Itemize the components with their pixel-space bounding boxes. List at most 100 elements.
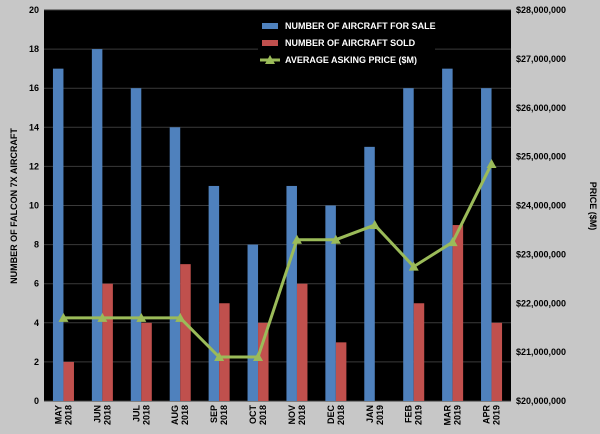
x-tick-label: APR2019: [482, 405, 502, 426]
legend-label: AVERAGE ASKING PRICE ($M): [285, 55, 417, 65]
bar: [481, 88, 492, 401]
x-tick-label: NOV2018: [287, 405, 307, 425]
bar: [452, 225, 464, 401]
bar: [141, 322, 152, 401]
legend-box: [258, 18, 435, 68]
y-tick-label: 20: [29, 5, 39, 15]
bar: [52, 68, 64, 402]
bar: [325, 205, 336, 401]
bar: [335, 342, 347, 401]
left-axis-ticks: 0 2 4 6 8 10 12 14 16 18 20: [29, 5, 39, 406]
bar: [247, 244, 259, 401]
legend-swatch: [262, 23, 278, 29]
x-tick-year: 2019: [414, 405, 424, 425]
x-tick-label: JUL2018: [131, 405, 151, 426]
point-marker: [97, 312, 108, 322]
bar: [219, 303, 230, 401]
y-tick-label: 6: [34, 279, 39, 289]
bar: [180, 264, 191, 401]
point-marker: [291, 234, 302, 244]
y-tick-label: 0: [34, 396, 39, 406]
bar: [491, 322, 503, 401]
x-tick-label: AUG2018: [170, 405, 190, 425]
bar: [130, 88, 142, 401]
x-tick-year: 2018: [219, 405, 229, 425]
x-tick-month: JUL: [131, 405, 141, 423]
bar: [364, 146, 375, 401]
x-tick-label: MAY2018: [53, 405, 73, 425]
x-tick-year: 2018: [180, 405, 190, 425]
legend-marker: [265, 55, 275, 64]
point-marker: [175, 312, 186, 322]
y2-tick-label: $21,000,000: [516, 347, 566, 357]
y-tick-label: 2: [34, 357, 39, 367]
x-tick-year: 2018: [102, 405, 112, 425]
y2-tick-label: $24,000,000: [516, 201, 566, 211]
bar: [169, 127, 181, 402]
x-tick-label: JUN2018: [92, 405, 112, 425]
bar: [63, 361, 74, 401]
y2-tick-label: $27,000,000: [516, 54, 566, 64]
x-tick-month: JUN: [92, 405, 102, 423]
point-marker: [58, 312, 69, 322]
bar: [91, 49, 103, 401]
point-marker: [253, 352, 264, 362]
x-tick-month: OCT: [248, 405, 258, 425]
point-marker: [447, 237, 458, 247]
legend-label: NUMBER OF AIRCRAFT SOLD: [285, 38, 416, 48]
x-tick-year: 2019: [453, 405, 463, 425]
x-tick-year: 2019: [375, 405, 385, 425]
x-tick-year: 2018: [336, 405, 346, 425]
y-tick-label: 12: [29, 161, 39, 171]
bar: [258, 322, 269, 401]
y2-tick-label: $20,000,000: [516, 396, 566, 406]
legend-label: NUMBER OF AIRCRAFT FOR SALE: [285, 21, 436, 31]
x-tick-month: APR: [482, 405, 492, 425]
point-marker: [330, 234, 341, 244]
x-tick-month: DEC: [326, 405, 336, 425]
bar: [102, 283, 113, 401]
x-tick-label: SEP2018: [209, 405, 229, 425]
x-tick-month: JAN: [365, 405, 375, 423]
y2-tick-label: $25,000,000: [516, 152, 566, 162]
x-tick-month: AUG: [170, 405, 180, 425]
bar: [286, 185, 297, 401]
x-tick-year: 2019: [492, 405, 502, 425]
right-axis-ticks: $20,000,000 $21,000,000 $22,000,000 $23,000…: [516, 5, 566, 406]
bar: [413, 303, 425, 401]
x-tick-label: MAR2019: [443, 405, 463, 426]
y-tick-label: 10: [29, 201, 39, 211]
x-tick-month: MAY: [53, 405, 63, 424]
x-tick-month: SEP: [209, 405, 219, 423]
x-axis-ticks: MAY2018 JUN2018 JUL2018 AUG2018 SEP2018 OCT20…: [53, 404, 501, 425]
y-tick-label: 18: [29, 44, 39, 54]
y2-tick-label: $23,000,000: [516, 249, 566, 259]
x-tick-year: 2018: [141, 405, 151, 425]
point-marker: [486, 158, 497, 168]
bar: [296, 283, 308, 401]
point-marker: [214, 352, 225, 362]
y2-tick-label: $28,000,000: [516, 5, 566, 15]
point-marker: [408, 261, 419, 271]
y2-tick-label: $26,000,000: [516, 103, 566, 113]
legend: NUMBER OF AIRCRAFT FOR SALE NUMBER OF AIR…: [258, 18, 436, 68]
x-tick-month: MAR: [443, 405, 453, 426]
point-marker: [369, 220, 380, 230]
right-axis-title: PRICE ($M): [588, 182, 598, 231]
x-tick-month: FEB: [404, 404, 414, 423]
y-tick-label: 16: [29, 83, 39, 93]
legend-swatch: [262, 40, 278, 46]
x-tick-year: 2018: [258, 405, 268, 425]
bars: [52, 49, 503, 402]
x-tick-month: NOV: [287, 405, 297, 425]
price-line: [58, 158, 497, 362]
x-tick-year: 2018: [297, 405, 307, 425]
x-tick-year: 2018: [63, 405, 73, 425]
bar: [208, 185, 220, 401]
bar: [403, 88, 414, 401]
point-marker: [136, 312, 147, 322]
left-axis-title: NUMBER OF FALCON 7X AIRCRAFT: [9, 128, 19, 284]
y2-tick-label: $22,000,000: [516, 298, 566, 308]
y-tick-label: 14: [29, 122, 39, 132]
